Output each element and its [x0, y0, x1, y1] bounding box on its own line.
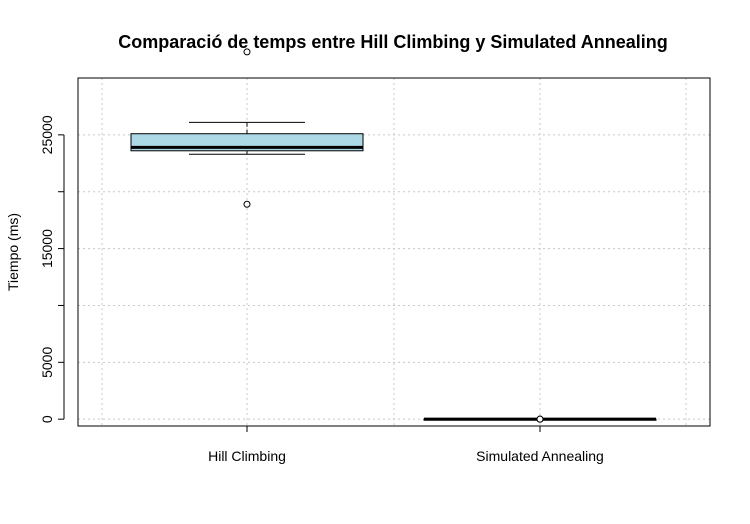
x-axis: Hill Climbing Simulated Annealing: [208, 426, 604, 464]
outlier-point: [243, 48, 251, 56]
outlier-point: [536, 415, 544, 423]
boxes-layer: [130, 48, 657, 423]
plot-frame: [77, 77, 711, 427]
x-tick-label: Hill Climbing: [208, 448, 286, 464]
y-tick-label: 5000: [39, 347, 55, 378]
box-group-0: [130, 48, 364, 208]
y-tick-label: 15000: [39, 229, 55, 268]
outlier-point: [243, 200, 251, 208]
y-axis: 0 5000 15000 25000: [39, 115, 65, 423]
grid-lines: [78, 78, 710, 426]
x-tick-label: Simulated Annealing: [476, 448, 604, 464]
chart-title: Comparació de temps entre Hill Climbing …: [118, 32, 667, 52]
box-group-1: [423, 415, 657, 423]
y-tick-label: 25000: [39, 115, 55, 154]
y-axis-label: Tiempo (ms): [5, 213, 21, 291]
y-tick-label: 0: [39, 415, 55, 423]
